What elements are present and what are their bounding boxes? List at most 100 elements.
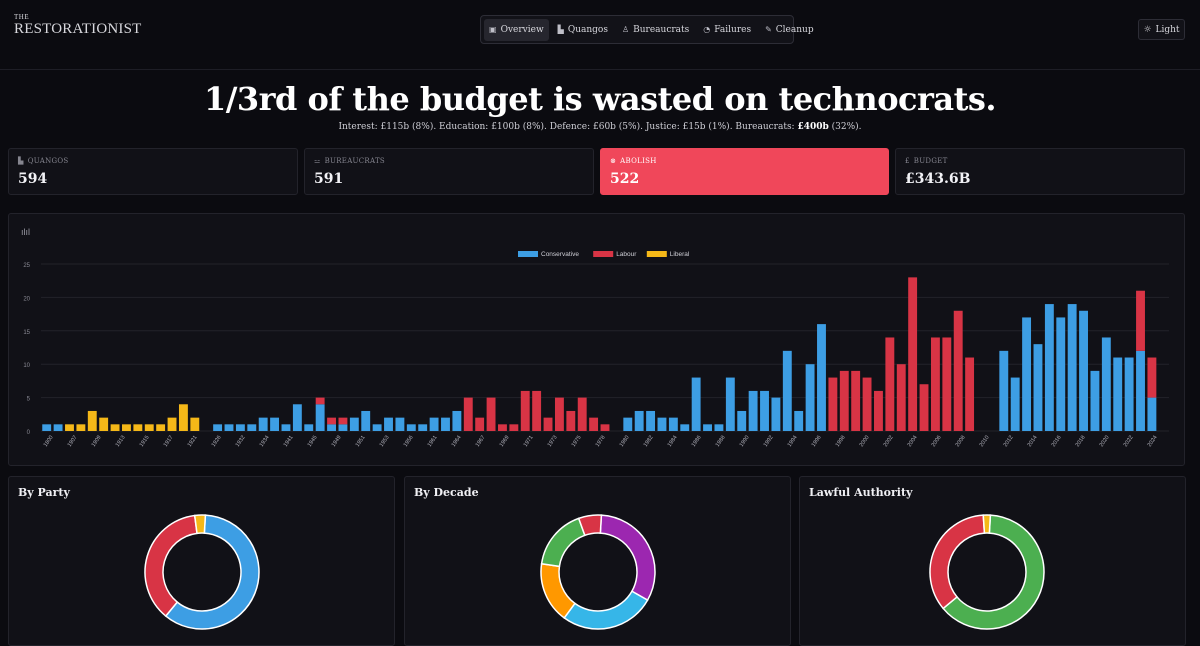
by-decade-title: By Decade (414, 486, 479, 499)
x-tick-label: 1982 (643, 435, 655, 448)
bar-labour (828, 377, 838, 431)
x-tick-label: 2012 (1003, 435, 1015, 448)
nav-overview-label: Overview (500, 24, 544, 35)
bar-labour (942, 337, 952, 431)
bar-conservative (327, 424, 336, 431)
bar-conservative (714, 424, 724, 431)
legend-label: Labour (616, 251, 637, 258)
bar-liberal (99, 417, 109, 431)
bar-conservative (281, 424, 291, 431)
bar-conservative (429, 417, 439, 431)
nav-quangos-label: Quangos (567, 24, 608, 35)
bar-labour (1147, 357, 1157, 398)
bar-liberal (156, 424, 166, 431)
nav-quangos[interactable]: ▙ Quangos (553, 19, 613, 41)
bar-conservative (668, 417, 678, 431)
bar-labour (566, 410, 576, 431)
quangos-by-year-chart: 0 5 10 15 20 25 Conservative Labour Liberal 1800 1… (23, 251, 1169, 448)
bar-conservative (338, 424, 348, 431)
bar-conservative (782, 350, 792, 431)
brand-the: THE (14, 13, 30, 21)
bar-conservative (315, 404, 325, 431)
x-tick-label: 1990 (739, 435, 751, 448)
nav-bureaucrats[interactable]: ♙ Bureaucrats (617, 19, 694, 41)
dashboard-icon: ▣ (489, 25, 497, 34)
bar-labour (498, 424, 507, 431)
donut-slice (577, 514, 603, 537)
x-tick-label: 1921 (187, 435, 199, 448)
x-tick-label: 1973 (547, 435, 559, 448)
x-tick-label: 1984 (667, 435, 679, 448)
y-tick-label: 25 (23, 263, 30, 269)
bar-conservative (384, 417, 393, 431)
building-icon: ▙ (557, 25, 564, 34)
stat-card-abolish[interactable]: ⊗ ABOLISH 522 (600, 148, 889, 195)
brand-logo[interactable]: THE RESTORATIONIST (14, 14, 142, 37)
bar-conservative (691, 377, 701, 431)
x-tick-label: 1998 (835, 435, 847, 448)
bar-labour (953, 310, 963, 431)
donut-slice (144, 514, 198, 618)
x-tick-label: 1986 (691, 435, 703, 448)
nav-overview[interactable]: ▣ Overview (484, 18, 549, 41)
x-tick-label: 2024 (1147, 435, 1159, 448)
bar-conservative (771, 397, 781, 431)
nav-failures[interactable]: ◔ Failures (698, 19, 756, 41)
stat-card-bureaucrats[interactable]: ⚍ BUREAUCRATS 591 (304, 148, 594, 195)
theme-toggle-button[interactable]: ☼ Light (1138, 19, 1185, 40)
bar-labour (315, 397, 325, 405)
bar-liberal (87, 410, 97, 431)
bar-liberal (122, 424, 131, 431)
bar-labour (577, 397, 587, 431)
bar-conservative (1113, 357, 1123, 431)
x-tick-label: 1909 (91, 435, 103, 448)
stat-card-budget[interactable]: £ BUDGET £343.6B (895, 148, 1185, 195)
bar-conservative (349, 417, 359, 431)
y-tick-label: 0 (27, 430, 31, 436)
bar-liberal (65, 424, 74, 431)
bar-conservative (737, 410, 747, 431)
bar-conservative (1010, 377, 1020, 431)
legend-label: Liberal (670, 251, 690, 258)
x-tick-label: 1964 (451, 435, 463, 448)
bar-conservative (304, 424, 314, 431)
x-tick-label: 2010 (979, 435, 991, 448)
bar-labour (543, 417, 553, 431)
bar-conservative (42, 424, 52, 431)
nav-cleanup[interactable]: ✎ Cleanup (760, 19, 819, 41)
nav-failures-label: Failures (714, 24, 752, 35)
bar-conservative (258, 417, 268, 431)
donut-slice (540, 562, 576, 619)
x-tick-label: 2004 (907, 435, 919, 448)
x-tick-label: 1941 (283, 435, 295, 448)
main-nav: ▣ Overview ▙ Quangos ♙ Bureaucrats ◔ Fai… (480, 15, 814, 44)
bar-labour (930, 337, 940, 431)
x-tick-label: 1988 (715, 435, 727, 448)
bar-liberal (133, 424, 143, 431)
x-tick-label: 2016 (1051, 435, 1063, 448)
x-tick-label: 1800 (43, 435, 55, 448)
bar-conservative (1101, 337, 1111, 431)
stat-label: QUANGOS (27, 157, 69, 165)
cancel-circle-icon: ⊗ (610, 157, 617, 165)
bar-conservative (1090, 370, 1100, 431)
bar-labour (509, 424, 519, 431)
bar-labour (554, 397, 564, 431)
y-tick-label: 20 (23, 296, 30, 302)
bar-conservative (53, 424, 63, 431)
x-tick-label: 1951 (355, 435, 367, 448)
bar-conservative (634, 410, 644, 431)
lawful-authority-donut (929, 514, 1045, 630)
x-tick-label: 2020 (1099, 435, 1111, 448)
x-tick-label: 1913 (115, 435, 127, 448)
bar-conservative (760, 390, 769, 431)
x-tick-label: 2008 (955, 435, 967, 448)
bar-conservative (1067, 304, 1077, 431)
budget-summary: Interest: £115b (8%). Education: £100b (… (0, 122, 1200, 132)
budget-summary-bureaucrats: £400b (797, 122, 829, 132)
donut-slice (929, 514, 986, 610)
bar-conservative (1124, 357, 1134, 431)
x-tick-label: 1996 (811, 435, 823, 448)
stat-card-quangos[interactable]: ▙ QUANGOS 594 (8, 148, 298, 195)
donut-slice (982, 514, 992, 534)
